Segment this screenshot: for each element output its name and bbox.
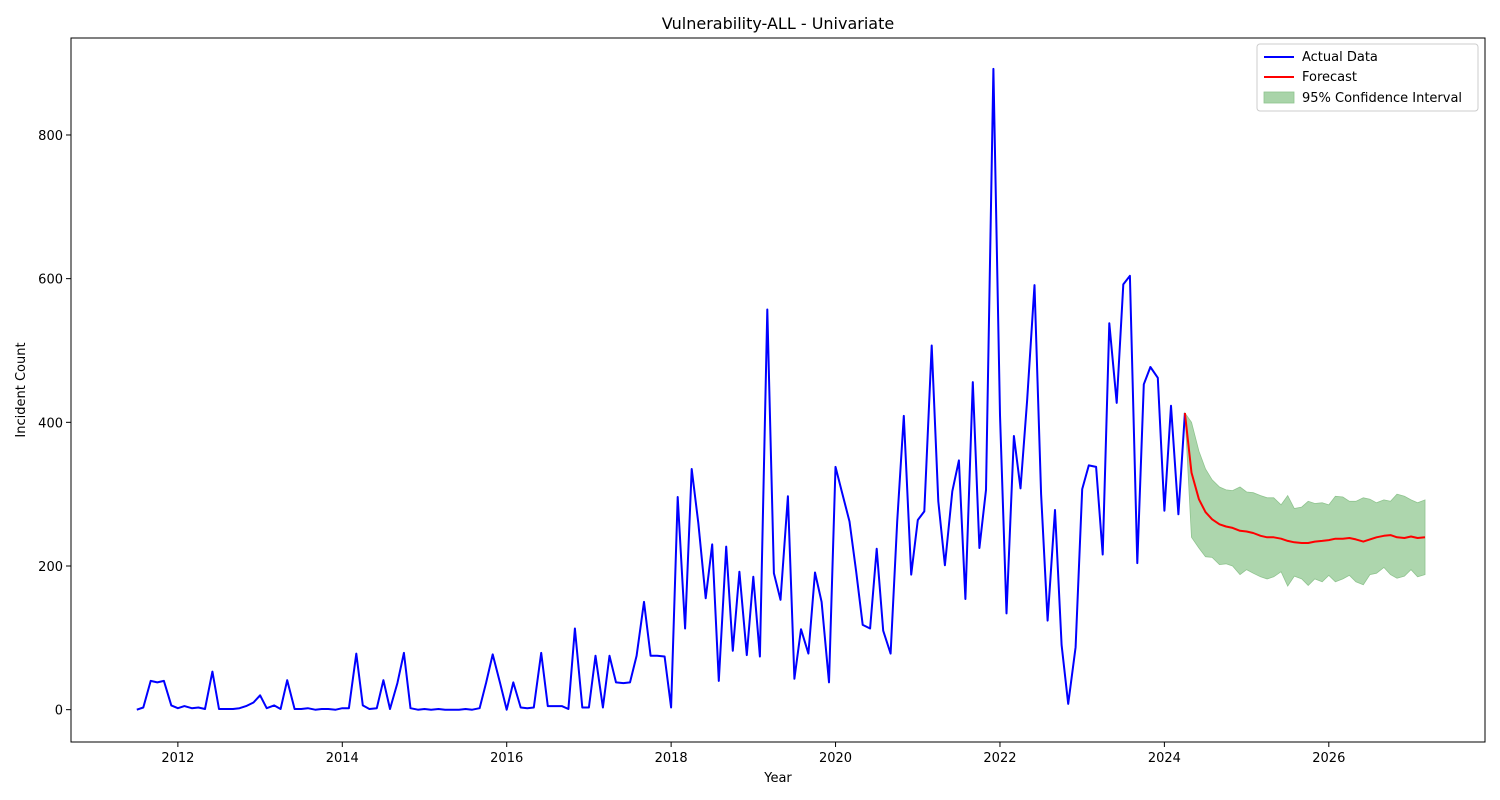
legend-ci-label: 95% Confidence Interval <box>1302 91 1462 106</box>
legend-actual-label: Actual Data <box>1302 50 1378 65</box>
y-axis-title: Incident Count <box>14 342 29 437</box>
legend-ci-swatch <box>1263 91 1295 104</box>
chart-title: Vulnerability-ALL - Univariate <box>662 14 894 33</box>
confidence-interval-band <box>1184 411 1426 587</box>
x-axis-title: Year <box>763 771 792 786</box>
x-axis: 2012 2014 2016 2018 2020 2022 2024 2026 <box>161 742 1345 766</box>
x-tick-label: 2020 <box>819 751 852 766</box>
x-tick-label: 2014 <box>326 751 359 766</box>
legend-box <box>1256 43 1479 112</box>
forecast-line <box>1183 412 1426 544</box>
y-tick-label: 200 <box>38 560 63 575</box>
x-tick-label: 2026 <box>1312 751 1345 766</box>
legend-forecast-label: Forecast <box>1302 70 1357 85</box>
line-layer <box>136 67 1426 711</box>
plot-frame <box>70 37 1486 743</box>
x-tick-label: 2018 <box>655 751 688 766</box>
y-tick-label: 800 <box>38 129 63 144</box>
y-tick-label: 600 <box>38 273 63 288</box>
y-axis: 0 200 400 600 800 <box>38 129 71 719</box>
y-tick-label: 400 <box>38 416 63 431</box>
x-tick-label: 2024 <box>1148 751 1181 766</box>
confidence-interval-layer <box>1184 411 1426 587</box>
y-tick-label: 0 <box>55 704 63 719</box>
x-tick-label: 2022 <box>983 751 1016 766</box>
legend: Actual Data Forecast 95% Confidence Inte… <box>1256 43 1479 112</box>
plot-area <box>136 67 1426 711</box>
x-tick-label: 2012 <box>161 751 194 766</box>
actual-data-line <box>136 67 1186 711</box>
x-tick-label: 2016 <box>490 751 523 766</box>
